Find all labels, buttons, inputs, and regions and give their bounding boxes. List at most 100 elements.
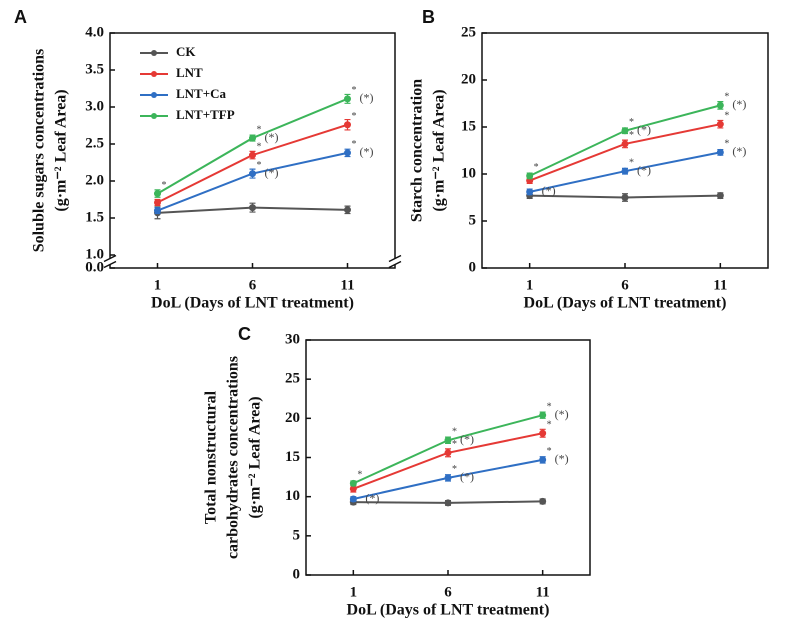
x-tick-label: 11 [536,584,550,600]
legend-label: LNT [176,65,203,80]
data-point [344,206,351,214]
point-label: * [352,85,357,96]
data-point [539,497,547,505]
side-label: (*) [637,123,651,137]
side-label: (*) [732,97,746,111]
point-label: * [352,139,357,150]
point-label: * [257,160,262,171]
y-tick-label: 5 [293,527,301,543]
data-point [344,149,351,157]
y-tick-label: 0 [293,566,301,582]
side-label: (*) [265,165,279,179]
y-axis-label: Soluble sugars concentrations [31,49,48,253]
point-label: * [357,470,362,481]
data-point [539,411,547,419]
data-point [716,192,724,200]
y-tick-label: 3.5 [85,61,104,77]
legend-marker [151,50,157,56]
y-tick-label: 4.0 [85,24,104,40]
data-point [349,485,357,493]
y-tick-label: 15 [461,118,476,134]
legend-marker [151,71,157,77]
y-tick-label: 2.0 [85,172,104,188]
point-label: * [547,420,552,431]
panel-letter: C [238,324,251,344]
data-point [716,148,724,156]
point-label: * [452,464,457,475]
data-point [154,207,161,215]
data-point [349,479,357,487]
y-tick-label: 3.0 [85,98,104,114]
x-axis-label: DoL (Days of LNT treatment) [524,295,727,312]
y-tick-label: 20 [461,71,476,87]
data-point [526,172,534,180]
y-tick-label: 0 [469,259,477,275]
y-axis-label: (g·m⁻² Leaf Area) [247,396,264,518]
data-point [154,190,161,198]
y-tick-label: 10 [461,165,476,181]
point-label: * [352,111,357,122]
side-label: (*) [365,491,379,505]
axis-break [103,260,117,269]
data-point [349,495,357,503]
data-point [444,449,452,457]
legend-marker [151,113,157,119]
x-tick-label: 6 [444,584,452,600]
point-label: * [452,427,457,438]
axis-break [103,254,117,263]
data-point [526,188,534,196]
plot-frame [481,32,769,269]
y-tick-label: 5 [469,212,477,228]
data-point [444,499,452,507]
data-point [621,127,629,135]
side-label: (*) [732,144,746,158]
y-axis-label: (g·m⁻² Leaf Area) [431,89,448,211]
x-tick-label: 6 [621,277,629,293]
data-point [621,140,629,148]
point-label: * [629,117,634,128]
data-point [716,101,724,109]
point-label: * [452,439,457,450]
y-axis-label: (g·m⁻² Leaf Area) [53,89,70,211]
axis-break-gap [389,258,401,265]
legend-label: LNT+TFP [176,107,235,122]
data-point [539,456,547,464]
y-tick-label: 20 [285,410,300,426]
point-label: * [724,92,729,103]
y-tick-label: 15 [285,449,300,465]
data-point [154,198,161,206]
y-tick-label: 30 [285,331,300,347]
y-tick-label: 25 [285,371,300,387]
series-line [157,151,348,212]
data-point [249,170,256,178]
data-point [249,204,256,212]
point-label: * [724,110,729,121]
point-label: * [257,141,262,152]
data-point [444,474,452,482]
point-label: * [724,139,729,150]
side-label: (*) [360,145,374,159]
panel-letter: A [14,7,27,27]
x-tick-label: 11 [713,277,727,293]
point-label: * [257,124,262,135]
data-point [444,436,452,444]
axis-break [388,260,402,269]
plot-frame [109,32,396,269]
y-axis-label: Starch concentration [409,79,426,222]
side-label: (*) [555,407,569,421]
data-point [621,194,629,201]
point-label: * [534,162,539,173]
side-label: (*) [542,184,556,198]
side-label: (*) [265,130,279,144]
side-label: (*) [360,91,374,105]
point-label: * [547,401,552,412]
x-tick-label: 1 [154,277,162,293]
x-tick-label: 11 [340,277,354,293]
data-point [249,134,256,142]
point-label: * [547,446,552,457]
point-label: * [162,180,167,191]
legend-label: LNT+Ca [176,86,227,101]
data-point [249,151,256,159]
y-axis-label: Total nonstructural [203,390,220,524]
